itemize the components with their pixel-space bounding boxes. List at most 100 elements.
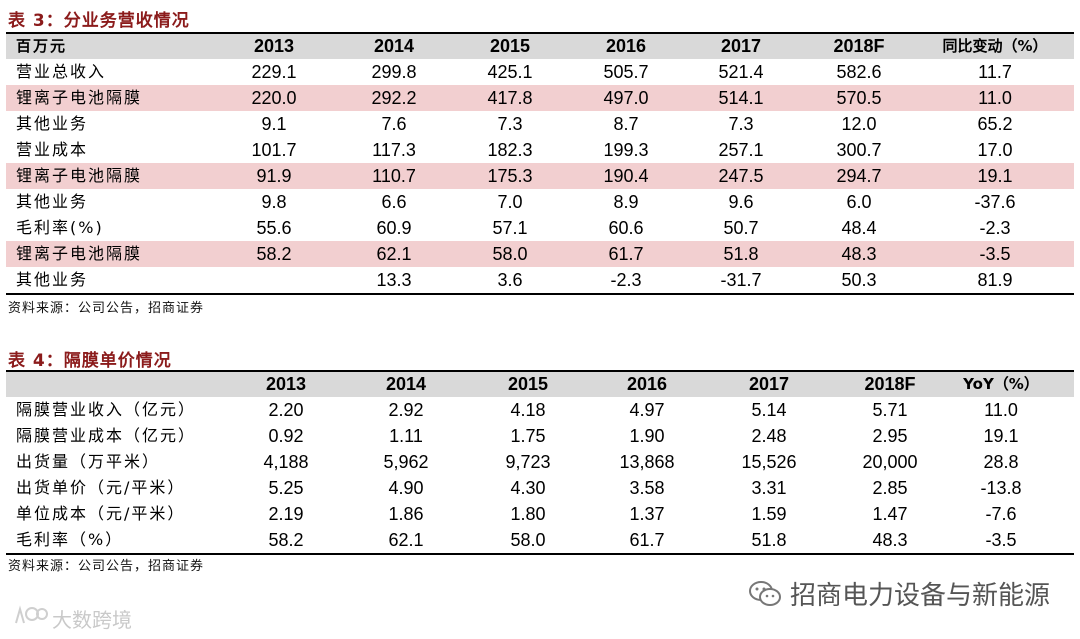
table-cell: 28.8	[983, 452, 1019, 472]
table-cell: 1.86	[388, 504, 424, 524]
table-cell: 50.7	[723, 218, 759, 238]
table-cell: 61.7	[608, 244, 644, 264]
table-cell: 9.6	[728, 192, 754, 212]
table-cell: 48.3	[872, 530, 908, 550]
row-label: 营业总收入	[16, 62, 107, 81]
table-cell: 2.92	[388, 400, 424, 420]
table-cell: 7.3	[728, 114, 754, 134]
table-cell: 175.3	[487, 166, 533, 186]
table-cell: 11.0	[984, 400, 1018, 420]
table-cell: 3.31	[751, 478, 787, 498]
table-cell: 58.0	[510, 530, 546, 550]
table-cell: 2.48	[751, 426, 787, 446]
table-cell: 15,526	[741, 452, 797, 472]
table-row: 其他业务 9.8 6.6 7.0 8.9 9.6 6.0 -37.6	[6, 189, 1074, 215]
header-cell: 2016	[605, 36, 647, 56]
table-cell: 60.9	[376, 218, 412, 238]
table-cell: 8.7	[613, 114, 639, 134]
table-cell: 57.1	[492, 218, 528, 238]
table-cell: 505.7	[603, 62, 649, 82]
table-header-row: 百万元 2013 2014 2015 2016 2017 2018F 同比变动（…	[6, 32, 1074, 59]
row-label: 单位成本（元/平米）	[16, 504, 186, 523]
table-row: 单位成本（元/平米） 2.19 1.86 1.80 1.37 1.59 1.47 -7.6	[6, 501, 1074, 527]
table-cell: 5.14	[751, 400, 787, 420]
table-cell: 190.4	[603, 166, 649, 186]
table-cell: 13,868	[619, 452, 675, 472]
table-cell: 257.1	[718, 140, 764, 160]
row-label: 其他业务	[16, 270, 89, 289]
table-cell: 51.8	[751, 530, 787, 550]
table-cell: 1.75	[510, 426, 546, 446]
corner-mark-text: 大数跨境	[52, 608, 132, 632]
table-cell: 48.4	[841, 218, 877, 238]
table-row: 营业成本 101.7 117.3 182.3 199.3 257.1 300.7 17.0	[6, 137, 1074, 163]
table-cell: 425.1	[487, 62, 533, 82]
table-cell: 6.6	[381, 192, 407, 212]
header-cell	[6, 372, 216, 397]
table-cell: 58.2	[268, 530, 304, 550]
table-cell: 292.2	[371, 88, 417, 108]
table-cell: 1.59	[751, 504, 787, 524]
header-cell: 2013	[253, 36, 295, 56]
watermark-text: 招商电力设备与新能源	[789, 581, 1050, 611]
table-cell: 300.7	[836, 140, 882, 160]
header-cell: 2016	[626, 374, 668, 394]
table-cell: 3.58	[629, 478, 665, 498]
table-cell: 4.90	[388, 478, 424, 498]
table-cell: 2.95	[872, 426, 908, 446]
table-cell: 19.1	[983, 426, 1019, 446]
table-cell: 2.20	[268, 400, 304, 420]
table-cell: 9,723	[505, 452, 551, 472]
table-cell: 521.4	[718, 62, 764, 82]
table-cell: 514.1	[718, 88, 764, 108]
table3-source: 资料来源：公司公告，招商证券	[8, 301, 205, 316]
table-cell: 5.71	[872, 400, 908, 420]
table-cell: 50.3	[841, 270, 877, 290]
row-label: 其他业务	[16, 114, 89, 133]
wechat-watermark: 招商电力设备与新能源	[748, 575, 1050, 612]
table4-title: 表 4：隔膜单价情况	[8, 351, 172, 371]
table-row: 营业总收入 229.1 299.8 425.1 505.7 521.4 582.6 11.7	[6, 59, 1074, 85]
table-cell: 582.6	[836, 62, 882, 82]
table-cell: 220.0	[251, 88, 297, 108]
table-cell: 4.30	[510, 478, 546, 498]
table-cell: 7.3	[497, 114, 523, 134]
header-cell: 2017	[720, 36, 762, 56]
table-cell: 62.1	[388, 530, 424, 550]
table-cell: 11.7	[978, 62, 1012, 82]
table-cell: 11.0	[978, 88, 1012, 108]
table-cell: 58.0	[492, 244, 528, 264]
table-cell: 4.97	[629, 400, 665, 420]
table-cell: 229.1	[251, 62, 297, 82]
table-cell: 497.0	[603, 88, 649, 108]
row-label: 锂离子电池隔膜	[16, 88, 143, 107]
table-cell: 65.2	[977, 114, 1013, 134]
row-label: 锂离子电池隔膜	[16, 244, 143, 263]
table-cell: 8.9	[613, 192, 639, 212]
table4-source: 资料来源：公司公告，招商证券	[8, 559, 205, 574]
table-cell: 570.5	[836, 88, 882, 108]
table-cell: 9.1	[261, 114, 287, 134]
table3: 百万元 2013 2014 2015 2016 2017 2018F 同比变动（…	[6, 32, 1074, 295]
row-label: 毛利率（%）	[16, 530, 124, 549]
table-cell: -3.5	[985, 530, 1017, 550]
table-cell	[219, 267, 329, 293]
row-label: 其他业务	[16, 192, 89, 211]
header-cell: 同比变动（%）	[942, 37, 1048, 55]
logo-mark-icon	[12, 605, 48, 632]
row-label: 营业成本	[16, 140, 89, 159]
table-header-row: 2013 2014 2015 2016 2017 2018F YoY（%）	[6, 370, 1074, 397]
table-cell: 9.8	[261, 192, 287, 212]
table-cell: 417.8	[487, 88, 533, 108]
table-row: 毛利率（%） 58.2 62.1 58.0 61.7 51.8 48.3 -3.5	[6, 527, 1074, 555]
table-row: 出货单价（元/平米） 5.25 4.90 4.30 3.58 3.31 2.85 -13.8	[6, 475, 1074, 501]
table-cell: 17.0	[977, 140, 1013, 160]
header-cell: 2014	[385, 374, 427, 394]
table-cell: -7.6	[985, 504, 1017, 524]
table-cell: 6.0	[846, 192, 872, 212]
header-cell: 2013	[265, 374, 307, 394]
table-cell: 117.3	[372, 140, 416, 160]
table-cell: 1.80	[510, 504, 546, 524]
table-cell: 81.9	[977, 270, 1013, 290]
table-cell: -13.8	[980, 478, 1022, 498]
